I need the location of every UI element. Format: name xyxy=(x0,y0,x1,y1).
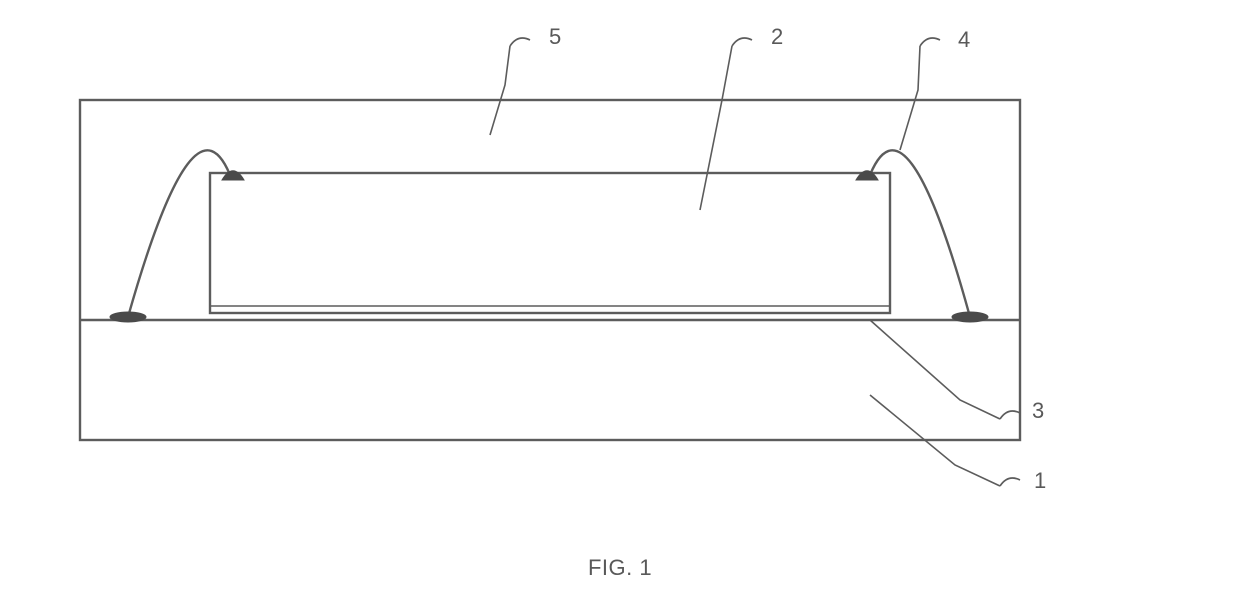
callout-leader-4 xyxy=(900,46,920,150)
callout-hook-4 xyxy=(920,38,940,46)
callout-hook-3 xyxy=(1000,411,1020,419)
bond-pad-left xyxy=(110,312,146,322)
callout-hook-5 xyxy=(510,38,530,46)
callout-label-5: 5 xyxy=(549,24,561,49)
callout-leader-3 xyxy=(870,320,1000,419)
callout-label-2: 2 xyxy=(771,24,783,49)
callout-hook-2 xyxy=(732,38,752,46)
bond-wire-right xyxy=(868,150,970,317)
callout-leader-5 xyxy=(490,46,510,135)
callout-label-1: 1 xyxy=(1034,468,1046,493)
encapsulation-outline xyxy=(80,100,1020,440)
figure-svg: 5 2 4 3 1 xyxy=(0,0,1240,608)
die-outline xyxy=(210,173,890,313)
callout-hook-1 xyxy=(1000,478,1020,486)
callout-leader-2 xyxy=(700,46,732,210)
callout-label-3: 3 xyxy=(1032,398,1044,423)
bond-wire-left xyxy=(128,150,232,317)
bond-pad-right xyxy=(952,312,988,322)
callout-label-4: 4 xyxy=(958,27,970,52)
figure-caption: FIG. 1 xyxy=(0,555,1240,581)
